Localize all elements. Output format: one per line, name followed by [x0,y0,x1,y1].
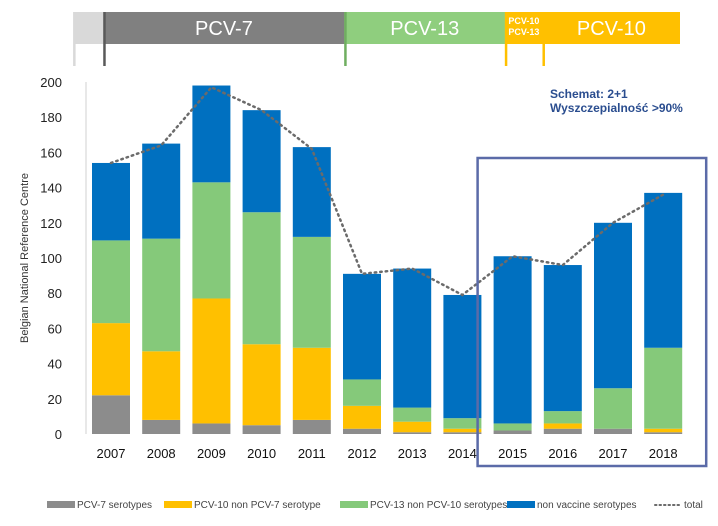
bar-2017-series-3 [594,222,632,389]
x-tick-2013: 2013 [398,446,427,461]
bar-2018-series-0 [644,432,683,434]
period-band-1 [103,12,345,44]
bar-2018-series-2 [644,347,683,429]
y-tick-60: 60 [48,321,62,336]
bar-2009-series-0 [192,423,231,434]
y-tick-180: 180 [40,110,62,125]
period-band-2 [344,12,506,44]
y-tick-200: 200 [40,75,62,90]
period-label-3-0: PCV-10 [508,16,539,26]
bar-2014-series-1 [443,428,482,433]
x-axis-ticks: 2007 2008 2009 2010 2011 2012 2013 2014 2015 2016… [97,446,678,461]
highlight-box [476,156,708,468]
bar-2017-series-0 [594,428,632,434]
bar-2015-series-0 [493,430,532,434]
annotation-coverage: Wyszczepialność >90% [550,101,683,115]
period-label-1: PCV-7 [195,18,253,40]
bar-2018-series-3 [644,192,683,348]
y-tick-40: 40 [48,357,62,372]
bar-2010-series-0 [242,425,281,434]
legend-label-total: total [684,500,703,511]
y-tick-120: 120 [40,216,62,231]
bar-2010-series-1 [242,344,281,426]
bar-2012-series-3 [343,273,381,380]
bar-2008-series-0 [142,419,181,434]
bar-2012-series-2 [343,379,381,406]
x-tick-2008: 2008 [147,446,176,461]
legend-label-1: PCV-10 non PCV-7 serotype [194,500,321,511]
y-tick-140: 140 [40,181,62,196]
y-axis-ticks: 0 20 40 60 80 100 120 140 160 180 200 [40,75,62,442]
y-tick-20: 20 [48,392,62,407]
bar-2013-series-2 [393,407,432,422]
x-tick-2007: 2007 [97,446,126,461]
bar-2016-series-1 [543,423,582,429]
legend-label-2: PCV-13 non PCV-10 serotypes [370,500,507,511]
bar-2018-series-1 [644,428,683,433]
x-tick-2010: 2010 [247,446,276,461]
x-tick-2016: 2016 [548,446,577,461]
x-tick-2012: 2012 [348,446,377,461]
bars-group [92,85,683,434]
bar-2009-series-1 [192,298,231,424]
period-band-0 [73,12,104,44]
bar-2015-series-3 [493,256,532,424]
bar-2014-series-3 [443,294,482,419]
legend-label-3: non vaccine serotypes [537,500,637,511]
bar-2007-series-1 [92,323,130,396]
annotation-schedule: Schemat: 2+1 [550,87,628,101]
bar-2010-series-3 [242,110,281,213]
bar-2012-series-1 [343,405,381,429]
period-label-4: PCV-10 [577,18,646,40]
period-label-2: PCV-13 [390,18,459,40]
legend: PCV-7 serotypes PCV-10 non PCV-7 serotype… [47,500,703,511]
bar-2016-series-3 [543,265,582,412]
bar-2013-series-1 [393,421,432,433]
bar-2012-series-0 [343,428,381,434]
bar-2007-series-0 [92,395,130,434]
bar-2011-series-2 [292,236,331,348]
bar-2015-series-2 [493,423,532,431]
x-tick-2011: 2011 [298,446,326,461]
x-tick-2014: 2014 [448,446,477,461]
bar-2009-series-2 [192,182,231,299]
bar-2017-series-2 [594,388,632,429]
bar-2011-series-0 [292,419,331,434]
x-tick-2018: 2018 [649,446,678,461]
y-tick-0: 0 [55,427,62,442]
x-tick-2015: 2015 [498,446,527,461]
bar-2011-series-3 [292,147,331,237]
bar-2008-series-1 [142,351,181,420]
period-band-4 [542,12,680,44]
bar-2013-series-3 [393,268,432,408]
x-tick-2017: 2017 [599,446,628,461]
bar-2016-series-2 [543,411,582,424]
x-tick-2009: 2009 [197,446,226,461]
legend-label-0: PCV-7 serotypes [77,500,152,511]
legend-swatch-1 [164,501,192,508]
legend-swatch-2 [340,501,368,508]
period-label-3-1: PCV-13 [508,27,539,37]
period-band-3 [505,12,543,44]
y-tick-100: 100 [40,251,62,266]
y-tick-80: 80 [48,286,62,301]
bar-2007-series-3 [92,162,130,241]
bar-2011-series-1 [292,347,331,420]
legend-swatch-0 [47,501,75,508]
bar-2007-series-2 [92,240,130,324]
legend-swatch-3 [507,501,535,508]
bar-2010-series-2 [242,212,281,345]
bar-2009-series-3 [192,85,231,183]
y-tick-160: 160 [40,145,62,160]
bar-2008-series-3 [142,143,181,239]
bar-2013-series-0 [393,432,432,434]
total-line [109,85,665,297]
bar-2014-series-0 [443,432,482,434]
bar-2008-series-2 [142,238,181,352]
bar-2014-series-2 [443,418,482,429]
bar-2016-series-0 [543,428,582,434]
y-axis-label: Belgian National Reference Centre [19,173,31,343]
